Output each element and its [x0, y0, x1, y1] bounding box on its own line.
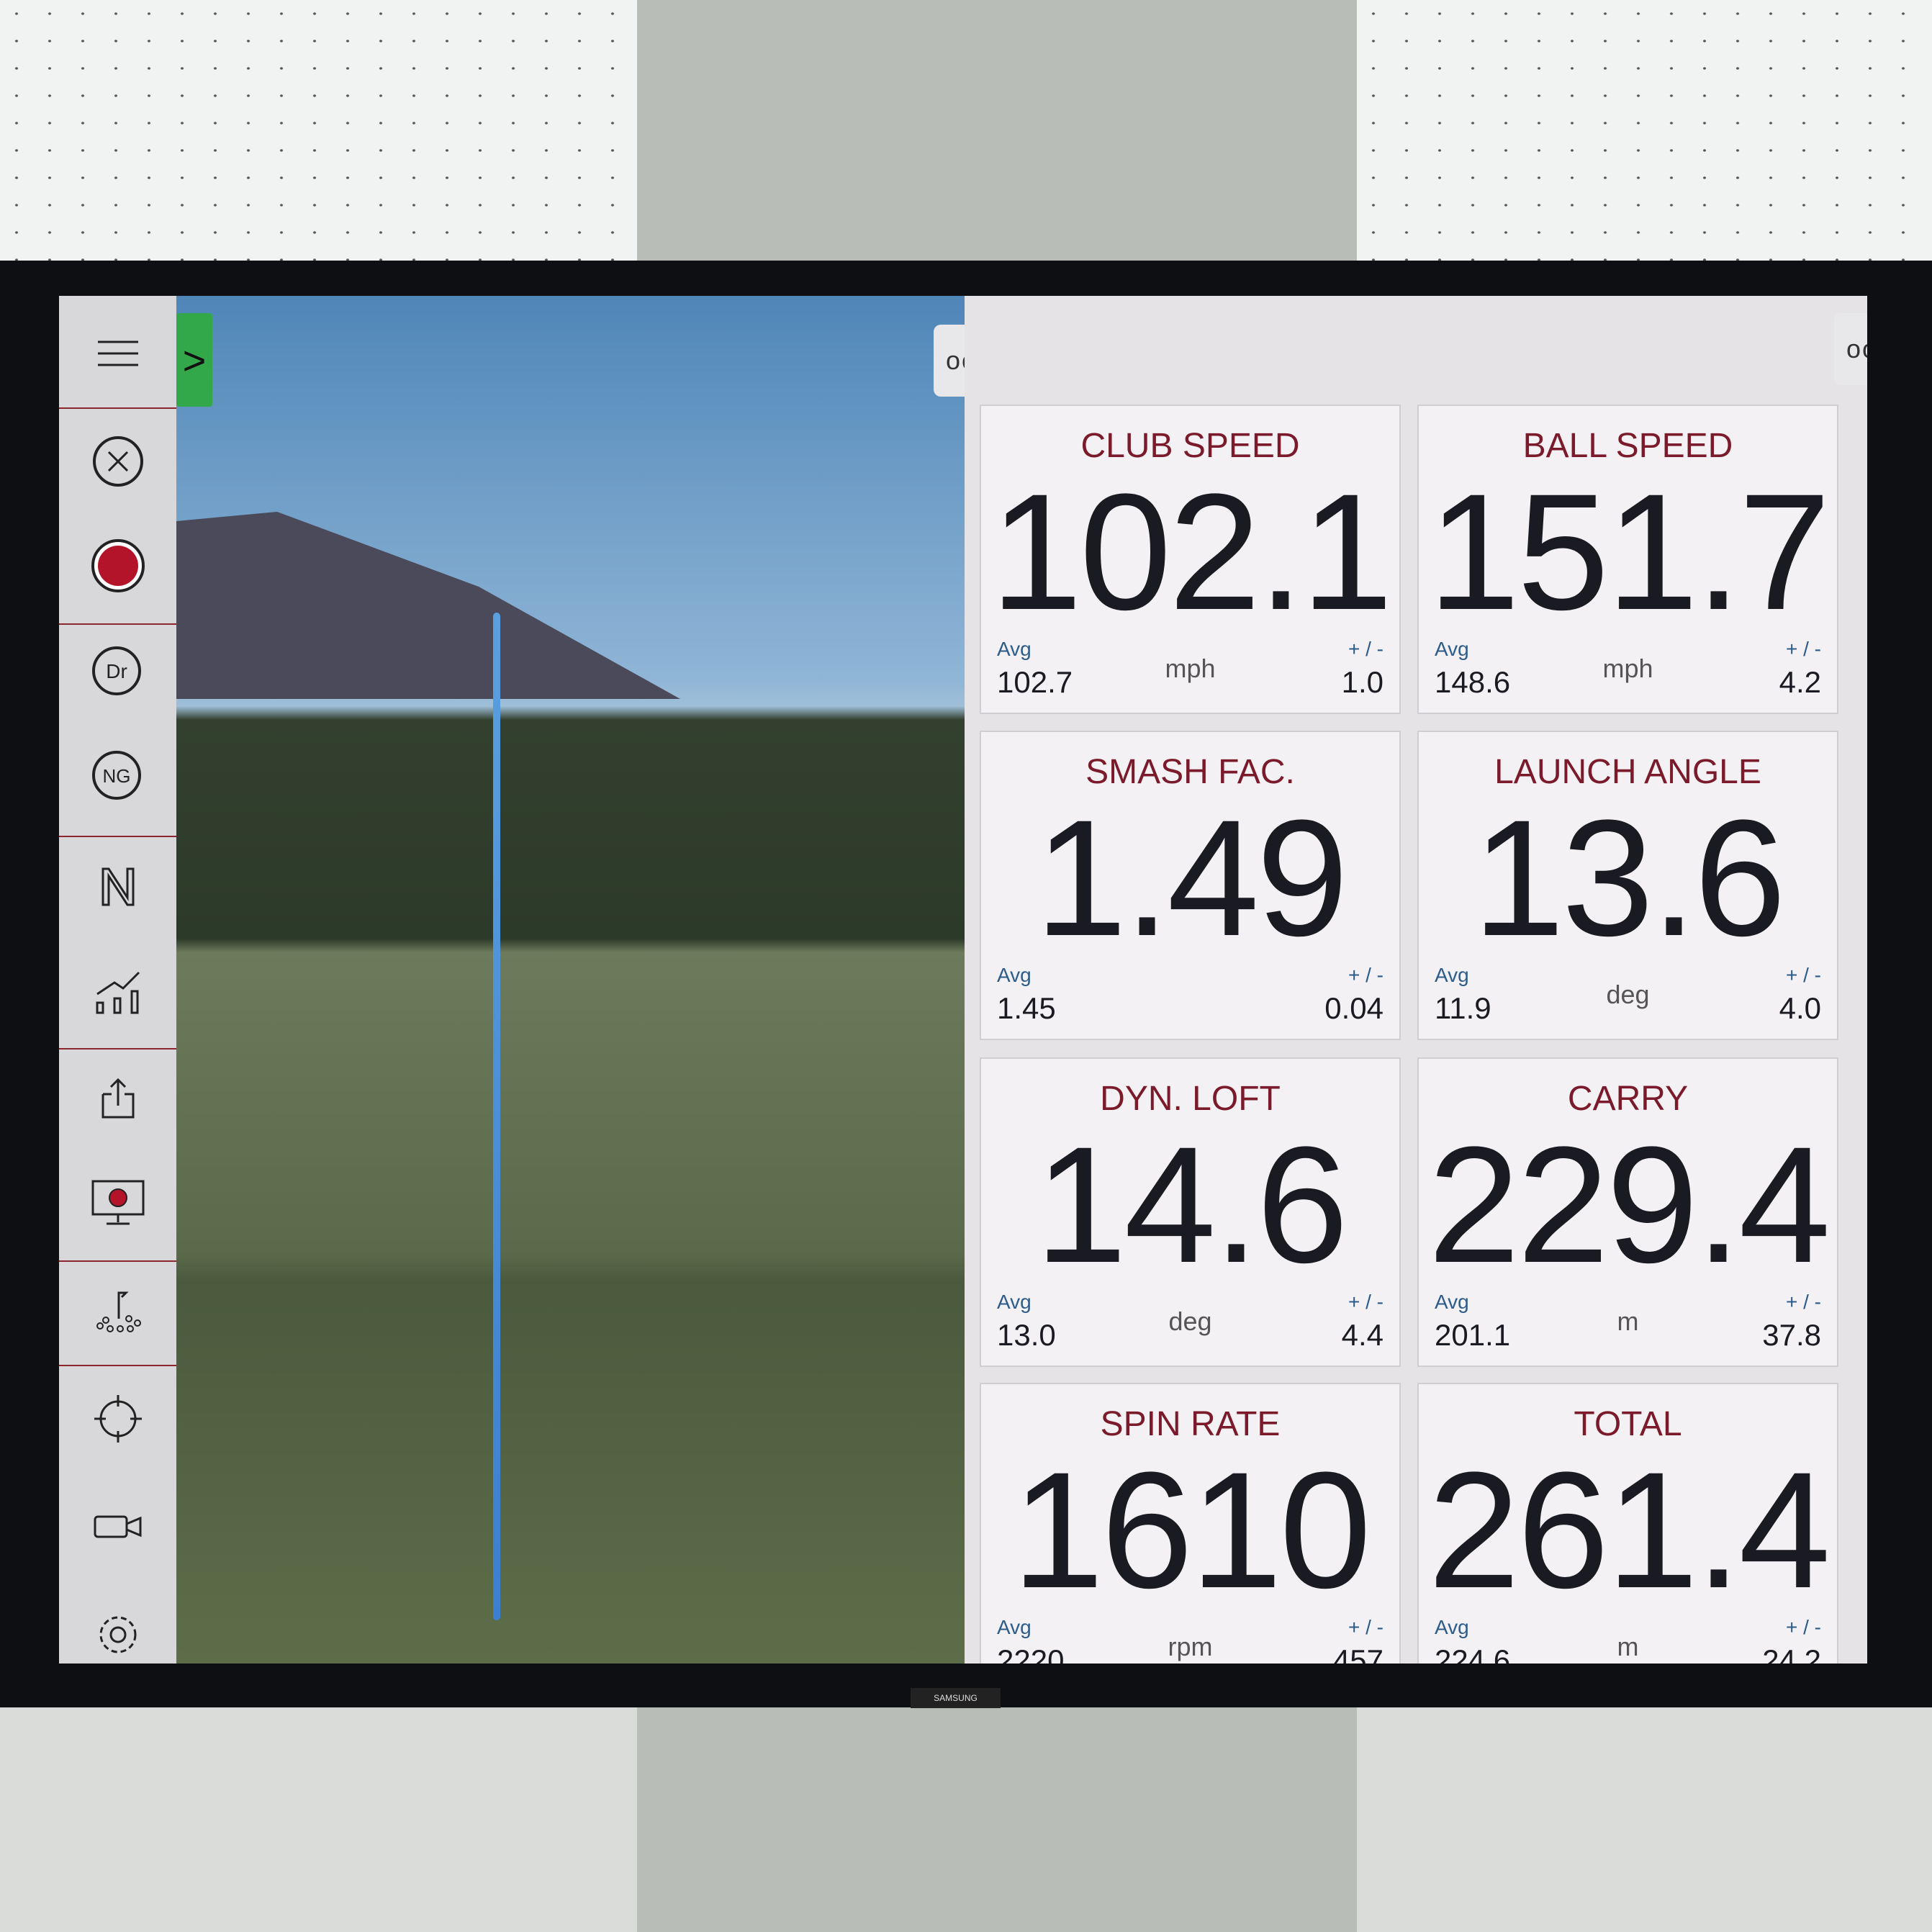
share-icon[interactable] — [59, 1048, 176, 1149]
deviation-value: 24.2 — [1762, 1643, 1821, 1664]
avg-label: Avg — [1435, 964, 1469, 986]
avg-value: 1.45 — [997, 991, 1056, 1025]
metric-tile-dyn-loft[interactable]: DYN. LOFT 14.6 Avg + / - 13.0 deg 4.4 — [980, 1057, 1401, 1367]
metric-value: 13.6 — [1472, 785, 1787, 970]
deviation-value: 4.2 — [1779, 665, 1821, 699]
unit-label: mph — [1165, 654, 1216, 683]
divider — [59, 1048, 176, 1049]
deviation-value: 4.4 — [1341, 1318, 1383, 1352]
unit-label: m — [1617, 1632, 1639, 1661]
metric-tile-total[interactable]: TOTAL 261.4 Avg + / - 224.6 m 24.2 — [1417, 1383, 1838, 1664]
unit-label: mph — [1602, 654, 1653, 683]
deviation-label: + / - — [1348, 1291, 1383, 1313]
metric-title: BALL SPEED — [1522, 427, 1733, 465]
avg-value: 201.1 — [1435, 1318, 1511, 1352]
avg-label: Avg — [997, 964, 1032, 986]
menu-icon[interactable] — [59, 303, 176, 404]
metric-tile-launch-angle[interactable]: LAUNCH ANGLE 13.6 Avg + / - 11.9 deg 4.0 — [1417, 731, 1838, 1040]
gear-icon[interactable] — [59, 1584, 176, 1664]
metric-value: 14.6 — [1034, 1112, 1349, 1297]
video-camera-icon[interactable] — [59, 1476, 176, 1577]
unit-label: m — [1617, 1306, 1639, 1336]
divider — [59, 1260, 176, 1262]
unit-label: deg — [1168, 1306, 1212, 1336]
avg-value: 224.6 — [1435, 1643, 1511, 1664]
divider — [59, 623, 176, 625]
avg-label: Avg — [1435, 638, 1469, 660]
avg-label: Avg — [1435, 1616, 1469, 1638]
ball-trajectory — [493, 613, 500, 1620]
avg-value: 102.7 — [997, 665, 1073, 699]
deviation-value: 457 — [1332, 1643, 1383, 1664]
normalize-icon[interactable] — [59, 836, 176, 936]
expand-button[interactable]: > — [176, 313, 212, 407]
avg-label: Avg — [997, 638, 1032, 660]
avg-value: 11.9 — [1435, 991, 1491, 1025]
deviation-label: + / - — [1785, 964, 1821, 986]
metric-value: 229.4 — [1427, 1112, 1831, 1297]
mountain — [176, 512, 680, 699]
record-icon[interactable] — [59, 515, 176, 616]
sidebar: Dr NG — [59, 296, 176, 1664]
metric-tile-spin-rate[interactable]: SPIN RATE 1610 Avg + / - 2220 rpm 457 — [980, 1383, 1401, 1664]
unit-label: deg — [1606, 980, 1650, 1009]
metric-title: SMASH FAC. — [1085, 753, 1295, 791]
avg-value: 148.6 — [1435, 665, 1511, 699]
deviation-value: 37.8 — [1762, 1318, 1821, 1352]
avg-label: Avg — [1435, 1291, 1469, 1313]
avg-value: 2220 — [997, 1643, 1065, 1664]
avg-label: Avg — [997, 1291, 1032, 1313]
driver-club-icon[interactable]: Dr — [59, 623, 176, 724]
divider — [59, 1365, 176, 1366]
normalized-club-icon[interactable]: NG — [59, 728, 176, 829]
unit-label: rpm — [1168, 1632, 1213, 1661]
metric-tile-club-speed[interactable]: CLUB SPEED 102.1 Avg + / - 102.7 mph 1.0 — [980, 405, 1401, 714]
svg-text:Dr: Dr — [106, 660, 127, 682]
metric-title: LAUNCH ANGLE — [1494, 753, 1761, 791]
metric-tile-ball-speed[interactable]: BALL SPEED 151.7 Avg + / - 148.6 mph 4.2 — [1417, 405, 1838, 714]
metric-value: 1610 — [1011, 1437, 1372, 1622]
metric-value: 151.7 — [1427, 459, 1831, 644]
golf-range-view: ooo — [176, 296, 1006, 1664]
deviation-label: + / - — [1348, 638, 1383, 660]
stats-chart-icon[interactable] — [59, 940, 176, 1041]
metric-tile-carry[interactable]: CARRY 229.4 Avg + / - 201.1 m 37.8 — [1417, 1057, 1838, 1367]
deviation-label: + / - — [1785, 1291, 1821, 1313]
tv-logo: SAMSUNG — [911, 1688, 1001, 1708]
panel-more-button[interactable]: ooo — [1834, 313, 1867, 385]
metric-value: 261.4 — [1427, 1437, 1831, 1622]
deviation-label: + / - — [1348, 1616, 1383, 1638]
deviation-label: + / - — [1785, 638, 1821, 660]
metric-tile-smash-fac[interactable]: SMASH FAC. 1.49 Avg + / - 1.45 0.04 — [980, 731, 1401, 1040]
metric-title: TOTAL — [1574, 1405, 1682, 1443]
svg-text:NG: NG — [102, 765, 130, 787]
metric-title: CLUB SPEED — [1080, 427, 1300, 465]
target-practice-icon[interactable] — [59, 1260, 176, 1361]
metric-value: 1.49 — [1034, 785, 1349, 970]
close-circle-icon[interactable] — [59, 411, 176, 512]
deviation-value: 0.04 — [1324, 991, 1383, 1025]
ceiling — [1357, 0, 1932, 263]
divider — [59, 407, 176, 409]
screen-record-icon[interactable] — [59, 1152, 176, 1253]
deviation-value: 4.0 — [1779, 991, 1821, 1025]
divider — [59, 836, 176, 837]
crosshair-icon[interactable] — [59, 1368, 176, 1469]
metric-title: CARRY — [1567, 1080, 1689, 1118]
metric-title: SPIN RATE — [1100, 1405, 1281, 1443]
metric-value: 102.1 — [990, 459, 1394, 644]
metric-title: DYN. LOFT — [1100, 1080, 1281, 1118]
deviation-label: + / - — [1785, 1616, 1821, 1638]
deviation-value: 1.0 — [1341, 665, 1383, 699]
ceiling — [0, 0, 637, 263]
avg-value: 13.0 — [997, 1318, 1056, 1352]
avg-label: Avg — [997, 1616, 1032, 1638]
deviation-label: + / - — [1348, 964, 1383, 986]
